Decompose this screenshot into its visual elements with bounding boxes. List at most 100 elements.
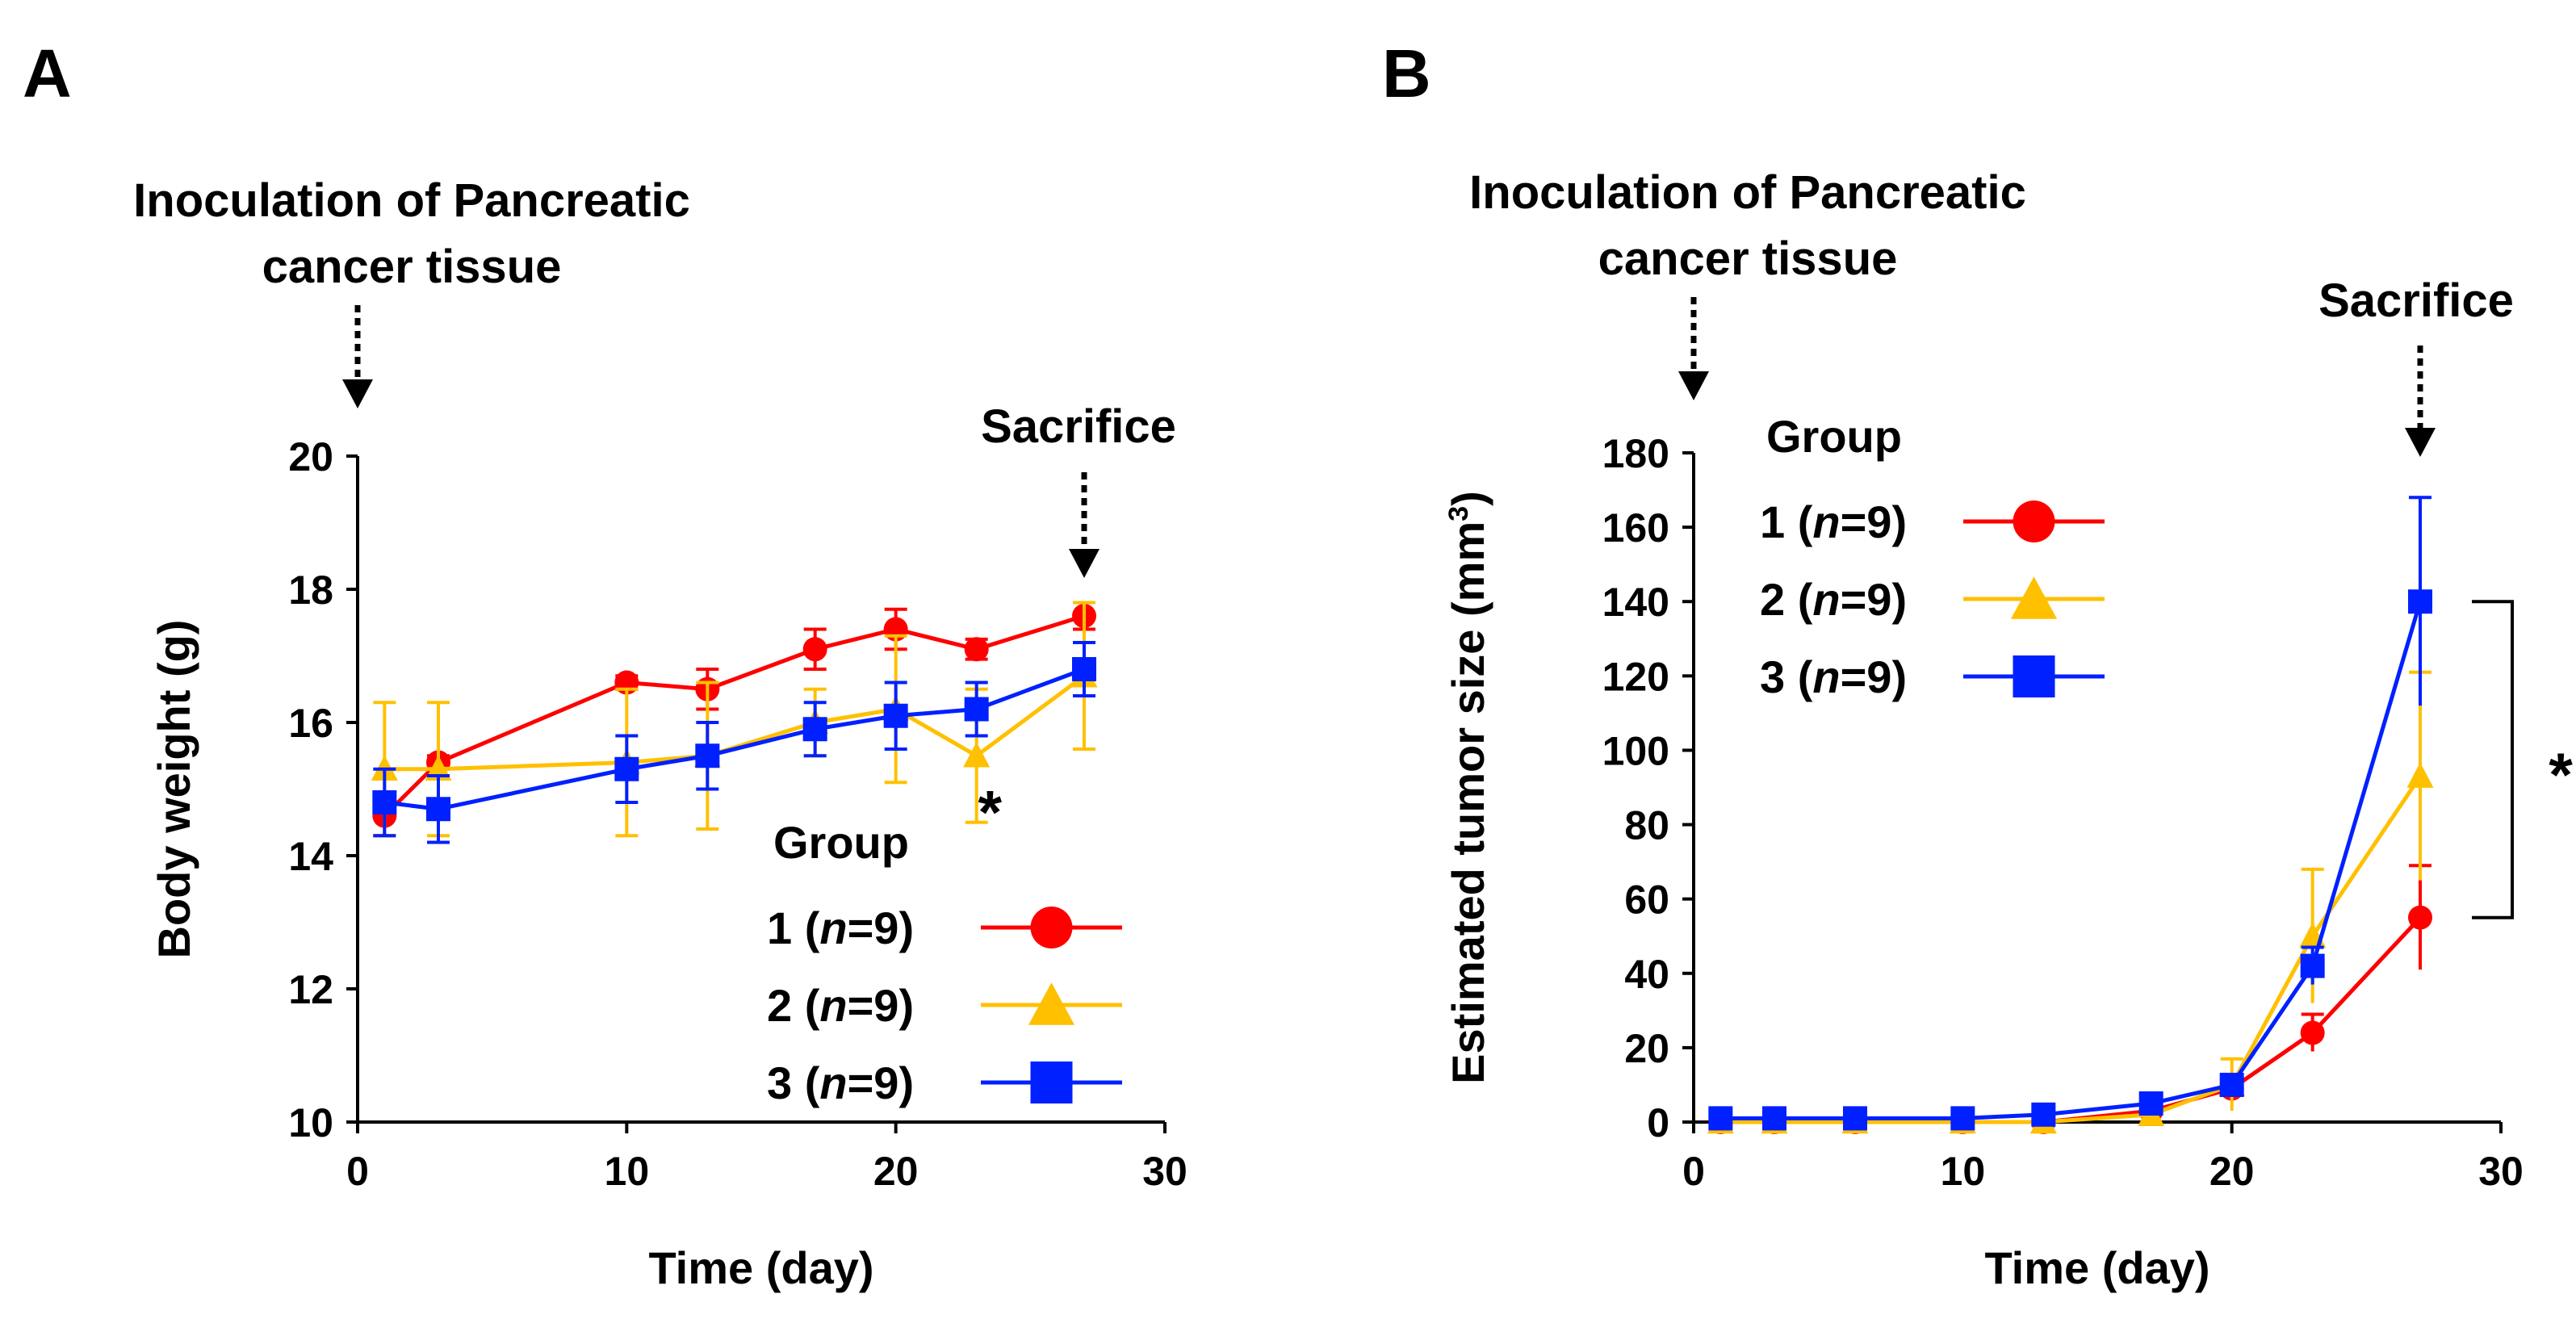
data-point-1	[964, 637, 989, 662]
legend-label-2: 2 (n=9)	[1760, 574, 1907, 625]
significance-star: *	[2549, 741, 2573, 810]
legend-label-part: =9	[848, 980, 899, 1031]
data-point-2	[2406, 762, 2434, 788]
panel-a: A 0 10 20 30 10 12 14 16 18 20 Time (day) Body weigh…	[23, 36, 1187, 1293]
panel-label: B	[1382, 36, 1431, 111]
data-point-3	[2219, 1072, 2244, 1097]
legend-label-part: 1 (	[767, 902, 820, 953]
data-point-3	[883, 703, 908, 728]
bracket-line	[2472, 600, 2514, 919]
data-point-3	[802, 717, 827, 742]
legend-marker-2	[2010, 576, 2058, 619]
series-group-1	[1708, 864, 2432, 1134]
legend-label-part: =9	[1841, 574, 1892, 625]
y-tick-label: 120	[1602, 654, 1669, 699]
x-tick-label: 10	[605, 1149, 650, 1194]
data-point-3	[964, 697, 989, 722]
data-point-3	[614, 756, 639, 781]
annotation-start-line: cancer tissue	[1598, 232, 1898, 285]
annotation-start-line: cancer tissue	[262, 241, 562, 293]
inoculation-arrow	[342, 305, 373, 408]
legend-label-part: )	[898, 980, 914, 1031]
legend-label-1: 1 (n=9)	[767, 902, 914, 953]
y-tick-label: 60	[1624, 877, 1669, 923]
legend-label-part: 3 (	[767, 1057, 820, 1108]
data-point-1	[2300, 1020, 2325, 1045]
inoculation-arrow-head	[1678, 371, 1709, 400]
legend-marker-3	[2013, 655, 2055, 697]
series-group-3	[372, 641, 1096, 844]
y-tick-label: 16	[288, 701, 333, 746]
y-tick-label: 80	[1624, 803, 1669, 848]
y-tick-label: 10	[288, 1100, 333, 1145]
x-tick-label: 20	[2209, 1149, 2255, 1194]
series-group-3	[1708, 496, 2432, 1131]
inoculation-arrow-head	[342, 379, 373, 408]
sacrifice-arrow-head	[2405, 428, 2436, 457]
y-tick-label: 12	[288, 967, 333, 1012]
annotation-end: Sacrifice	[981, 400, 1176, 453]
data-point-3	[2300, 953, 2325, 978]
annotation-end: Sacrifice	[2318, 274, 2514, 327]
inoculation-arrow	[1678, 297, 1709, 400]
y-tick-label: 18	[288, 567, 333, 613]
legend-label-part: n	[1812, 496, 1840, 547]
y-tick-label: 20	[1624, 1026, 1669, 1071]
data-point-2	[963, 742, 991, 768]
legend-label-part: =9	[1841, 496, 1892, 547]
legend-label-part: n	[1812, 574, 1840, 625]
data-point-3	[426, 797, 450, 822]
y-tick-label: 180	[1602, 431, 1669, 476]
legend-label-part: )	[898, 1057, 914, 1108]
significance-bracket	[2472, 600, 2514, 919]
data-point-3	[2031, 1102, 2056, 1127]
annotation-start: Inoculation of Pancreatic cancer tissue	[1469, 166, 2026, 285]
legend-label-part: )	[1891, 651, 1907, 702]
sacrifice-arrow	[1069, 472, 1100, 578]
x-tick-label: 0	[346, 1149, 369, 1194]
legend-label-part: =9	[848, 902, 899, 953]
y-axis-title-base: Estimated tumor size (mm	[1443, 521, 1493, 1084]
legend-label-part: =9	[848, 1057, 899, 1108]
data-point-3	[1762, 1106, 1786, 1131]
panel-b: B 0 10 20 30 0 20 40 60 80 100 120 140 160 180 Time (da…	[1382, 36, 2573, 1293]
data-point-3	[2138, 1091, 2163, 1116]
legend-label-part: n	[819, 980, 847, 1031]
y-tick-label: 140	[1602, 580, 1669, 625]
x-axis-title: Time (day)	[648, 1242, 873, 1293]
series-group-2	[371, 601, 1098, 838]
legend-marker-1	[1030, 907, 1073, 948]
x-tick-label: 0	[1682, 1149, 1705, 1194]
legend-label-part: 2 (	[1760, 574, 1813, 625]
y-axis-title-close: )	[1443, 491, 1493, 506]
x-tick-label: 10	[1941, 1149, 1986, 1194]
panel-label: A	[23, 36, 72, 111]
legend-label-part: =9	[1841, 651, 1892, 702]
y-axis-title-superscript: 3	[1443, 506, 1474, 521]
x-tick-label: 30	[2478, 1149, 2524, 1194]
legend-label-part: 3 (	[1760, 651, 1813, 702]
legend-label-3: 3 (n=9)	[1760, 651, 1907, 702]
y-tick-label: 100	[1602, 728, 1669, 773]
legend-label-part: )	[898, 902, 914, 953]
annotation-start-line: Inoculation of Pancreatic	[1469, 166, 2026, 219]
series-line-2	[384, 674, 1086, 772]
significance-star: *	[978, 779, 1003, 848]
sacrifice-arrow	[2405, 345, 2436, 457]
data-point-1	[802, 637, 827, 662]
x-tick-label: 30	[1142, 1149, 1187, 1194]
legend-title: Group	[1766, 411, 1902, 462]
legend-label-part: n	[819, 1057, 847, 1108]
legend-marker-3	[1030, 1062, 1073, 1103]
annotation-start-line: Inoculation of Pancreatic	[133, 174, 690, 227]
legend-label-3: 3 (n=9)	[767, 1057, 914, 1108]
series-line-1	[383, 613, 1085, 818]
legend-label-1: 1 (n=9)	[1760, 496, 1907, 547]
data-point-3	[1843, 1106, 1867, 1131]
series-line-2	[1720, 775, 2423, 1124]
legend-marker-2	[1028, 982, 1075, 1025]
annotation-start: Inoculation of Pancreatic cancer tissue	[133, 174, 690, 293]
